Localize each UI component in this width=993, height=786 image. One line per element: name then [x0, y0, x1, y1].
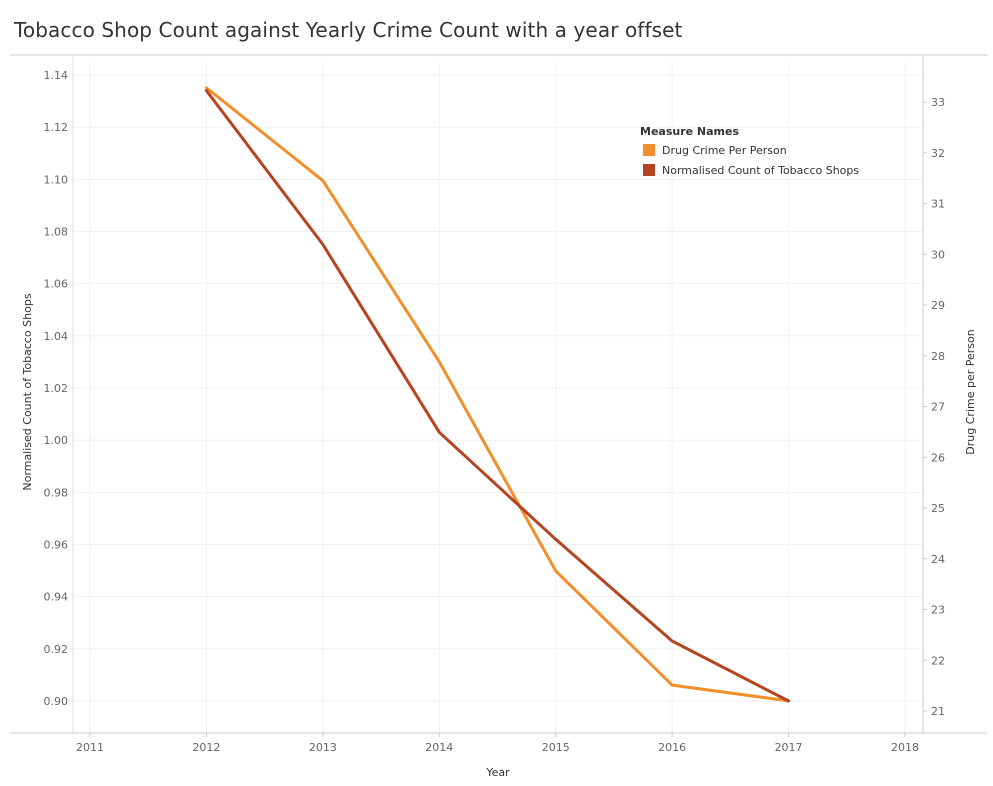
chart-title: Tobacco Shop Count against Yearly Crime … [14, 18, 683, 42]
axes: 0.90 0.92 0.94 0.96 0.98 1.00 1.02 1.04 1.06 1.08… [10, 56, 987, 754]
y-right-tick-label: 26 [931, 451, 945, 464]
y-left-tick-label: 1.06 [44, 278, 69, 291]
y-left-tick-label: 0.98 [44, 486, 69, 499]
y-right-tick-label: 25 [931, 502, 945, 515]
y-left-tick-label: 0.96 [44, 539, 69, 552]
y-right-tick-label: 28 [931, 350, 945, 363]
y-left-tick-label: 1.10 [44, 173, 69, 186]
series-line-1 [204, 89, 791, 703]
y-right-tick-label: 29 [931, 299, 945, 312]
y-left-tick-label: 1.08 [44, 226, 69, 239]
x-tick-label: 2016 [658, 741, 686, 754]
x-tick-label: 2013 [309, 741, 337, 754]
y-right-tick-label: 23 [931, 604, 945, 617]
legend-entry: Drug Crime Per Person [662, 144, 787, 157]
y-right-tick-label: 21 [931, 705, 945, 718]
y-left-tick-label: 1.00 [44, 434, 69, 447]
x-tick-label: 2018 [891, 741, 919, 754]
series-line-0 [204, 86, 791, 703]
y-axis-left-label: Normalised Count of Tobacco Shops [21, 293, 34, 490]
y-right-tick-label: 27 [931, 401, 945, 414]
legend: Measure Names Drug Crime Per Person Normal… [640, 125, 859, 177]
y-left-tick-label: 0.94 [44, 591, 69, 604]
y-right-tick-label: 24 [931, 553, 945, 566]
grid [73, 62, 923, 733]
y-right-tick-label: 31 [931, 198, 945, 211]
y-right-tick-label: 22 [931, 654, 945, 667]
y-left-tick-label: 1.14 [44, 69, 69, 82]
y-left-tick-label: 0.92 [44, 643, 69, 656]
legend-swatch [643, 164, 655, 176]
x-axis-label: Year [485, 766, 510, 779]
y-left-tick-label: 0.90 [44, 695, 69, 708]
legend-swatch [643, 144, 655, 156]
y-axis-right-label: Drug Crime per Person [964, 329, 977, 454]
y-right-tick-label: 30 [931, 248, 945, 261]
series-layer [204, 86, 791, 703]
y-right-tick-label: 33 [931, 96, 945, 109]
y-right-tick-label: 32 [931, 147, 945, 160]
x-tick-label: 2014 [425, 741, 453, 754]
y-left-tick-label: 1.12 [44, 121, 69, 134]
x-tick-label: 2012 [192, 741, 220, 754]
y-left-tick-label: 1.04 [44, 330, 69, 343]
x-tick-label: 2017 [775, 741, 803, 754]
legend-title: Measure Names [640, 125, 739, 138]
y-left-tick-label: 1.02 [44, 382, 69, 395]
x-tick-label: 2015 [542, 741, 570, 754]
x-tick-label: 2011 [76, 741, 104, 754]
legend-entry: Normalised Count of Tobacco Shops [662, 164, 859, 177]
